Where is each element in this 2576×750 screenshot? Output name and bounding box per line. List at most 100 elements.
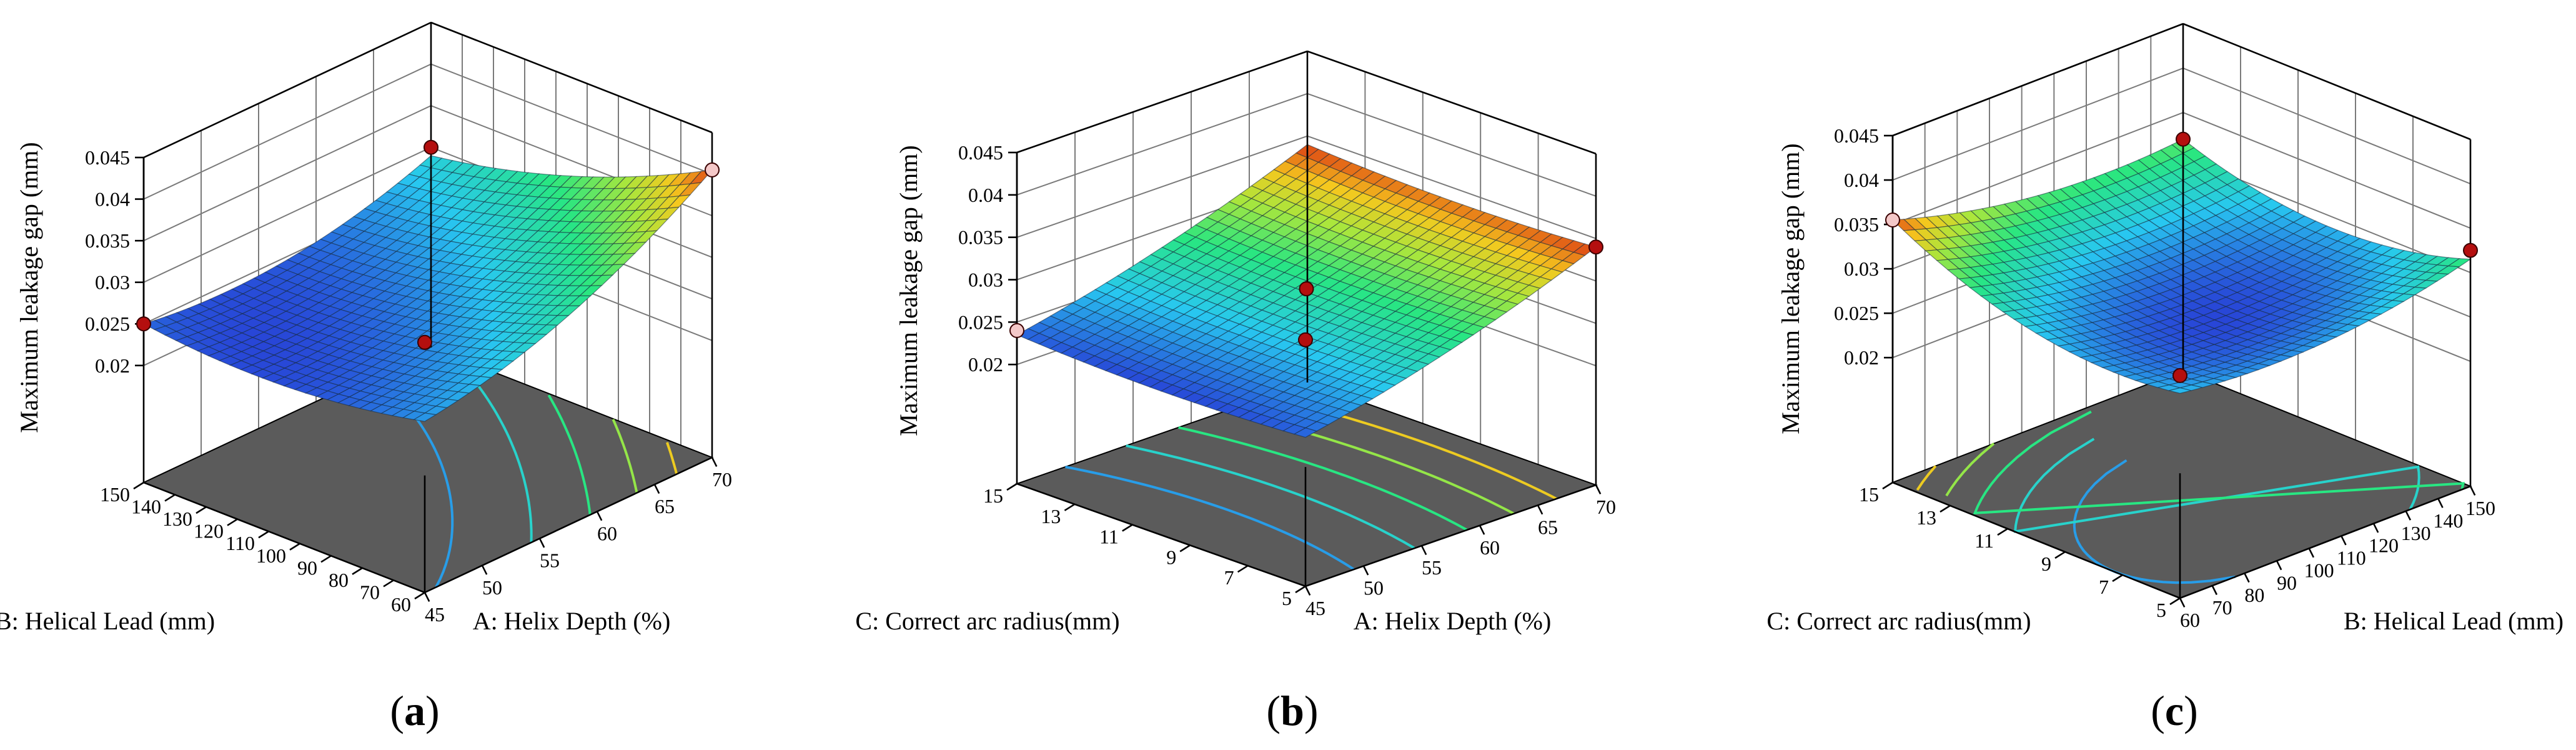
contour-line	[1916, 465, 1937, 491]
y-axis-title: C: Correct arc radius(mm)	[1766, 607, 2031, 635]
y-tick-label: 60	[391, 593, 411, 616]
x-tick	[596, 511, 603, 521]
y-tick	[1295, 585, 1306, 594]
y-axis-title: B: Helical Lead (mm)	[0, 607, 215, 635]
y-tick	[227, 518, 238, 526]
y-tick-label: 9	[1166, 546, 1176, 568]
x-tick	[2308, 548, 2315, 558]
design-point	[2172, 368, 2187, 383]
x-axis-title: B: Helical Lead (mm)	[2344, 607, 2564, 635]
y-tick	[1006, 482, 1018, 491]
z-tick-label: 0.03	[1844, 258, 1879, 280]
surface-cell	[2169, 387, 2192, 394]
surface-cell	[1293, 428, 1318, 438]
x-tick-label: 100	[2304, 559, 2334, 581]
y-tick-label: 120	[194, 520, 224, 542]
x-tick-label: 55	[1422, 556, 1442, 579]
y-tick-label: 7	[2099, 576, 2109, 598]
z-axis-title: Maximum leakage gap (mm)	[15, 142, 43, 432]
z-tick-label: 0.025	[85, 312, 130, 335]
x-tick-label: 80	[2244, 584, 2264, 606]
z-tick-label: 0.035	[85, 229, 130, 252]
design-point	[417, 334, 432, 350]
x-tick-label: 70	[2212, 596, 2232, 619]
box-edge	[1305, 484, 1597, 588]
contour-line	[1065, 466, 1355, 571]
x-tick-label: 45	[425, 603, 445, 626]
panel-a: Maximum leakage gap (mm) A: Helix Depth …	[0, 21, 732, 734]
y-tick	[164, 494, 176, 502]
box-edge	[424, 456, 713, 594]
box-edge	[143, 481, 425, 594]
y-tick-label: 90	[297, 556, 317, 579]
y-tick-label: 70	[360, 581, 380, 603]
panel-b: Maximum leakage gap (mm) A: Helix Depth …	[855, 50, 1616, 734]
y-tick	[2112, 574, 2123, 582]
x-tick	[2372, 523, 2379, 533]
y-tick-label: 11	[1974, 529, 1994, 552]
x-tick	[2179, 598, 2186, 608]
x-tick	[481, 565, 488, 575]
design-point	[705, 162, 720, 178]
z-tick-label: 0.045	[958, 141, 1003, 164]
y-tick-label: 9	[2041, 552, 2051, 575]
x-tick-label: 70	[712, 468, 732, 491]
x-tick-label: 50	[482, 576, 502, 599]
x-tick-label: 120	[2369, 534, 2399, 557]
y-tick	[133, 481, 144, 490]
y-tick-label: 100	[256, 544, 286, 567]
x-tick-label: 60	[597, 522, 617, 544]
x-tick	[2276, 560, 2282, 571]
x-tick-label: 90	[2277, 571, 2297, 594]
x-tick	[1362, 566, 1369, 576]
x-tick-label: 65	[655, 495, 675, 518]
box-edge	[2182, 22, 2471, 141]
contour-line	[547, 394, 592, 515]
y-tick	[2054, 551, 2066, 559]
contour-line	[612, 419, 638, 494]
x-tick-label: 65	[1538, 516, 1558, 538]
y-tick	[414, 591, 425, 600]
surface-cell	[412, 412, 437, 422]
y-tick	[258, 531, 269, 539]
z-tick-label: 0.02	[95, 354, 130, 377]
y-tick-label: 5	[2156, 599, 2166, 621]
x-tick-label: 50	[1364, 577, 1384, 599]
y-tick	[196, 506, 207, 514]
y-tick-label: 140	[131, 496, 161, 518]
y-tick-label: 15	[1859, 483, 1879, 506]
x-tick-label: 55	[540, 549, 560, 572]
x-axis-title: A: Helix Depth (%)	[1354, 607, 1552, 635]
x-tick	[1537, 504, 1543, 515]
panel-label: (a)	[390, 687, 439, 734]
z-axis-title: Maximum leakage gap (mm)	[1776, 143, 1805, 434]
x-tick-label: 70	[1596, 496, 1616, 518]
x-tick	[538, 538, 545, 548]
z-tick-label: 0.045	[1834, 124, 1879, 147]
y-tick-label: 5	[1282, 587, 1292, 609]
box-edge	[2179, 485, 2471, 599]
contour-line	[2013, 438, 2420, 533]
box-edge	[1892, 22, 2184, 137]
y-tick	[1122, 524, 1133, 532]
x-tick	[653, 484, 660, 494]
z-tick-label: 0.02	[1844, 346, 1879, 369]
design-point	[1298, 332, 1313, 348]
y-tick-label: 150	[100, 483, 130, 506]
y-tick-label: 80	[329, 569, 349, 591]
contour-line	[1973, 410, 2465, 515]
panel-c: Maximum leakage gap (mm) B: Helical Lead…	[1766, 22, 2564, 734]
contour-line	[666, 442, 678, 475]
z-tick-label: 0.025	[1834, 302, 1879, 324]
y-tick	[2169, 597, 2181, 606]
x-tick	[2211, 585, 2218, 596]
box-edge	[1016, 482, 1306, 588]
x-tick	[2437, 498, 2444, 508]
box-edge	[430, 21, 713, 134]
x-tick	[1420, 545, 1427, 556]
contour-line	[1178, 426, 1468, 531]
z-tick-label: 0.04	[968, 184, 1003, 206]
z-tick-label: 0.04	[1844, 169, 1879, 191]
x-tick-label: 60	[2180, 609, 2200, 631]
